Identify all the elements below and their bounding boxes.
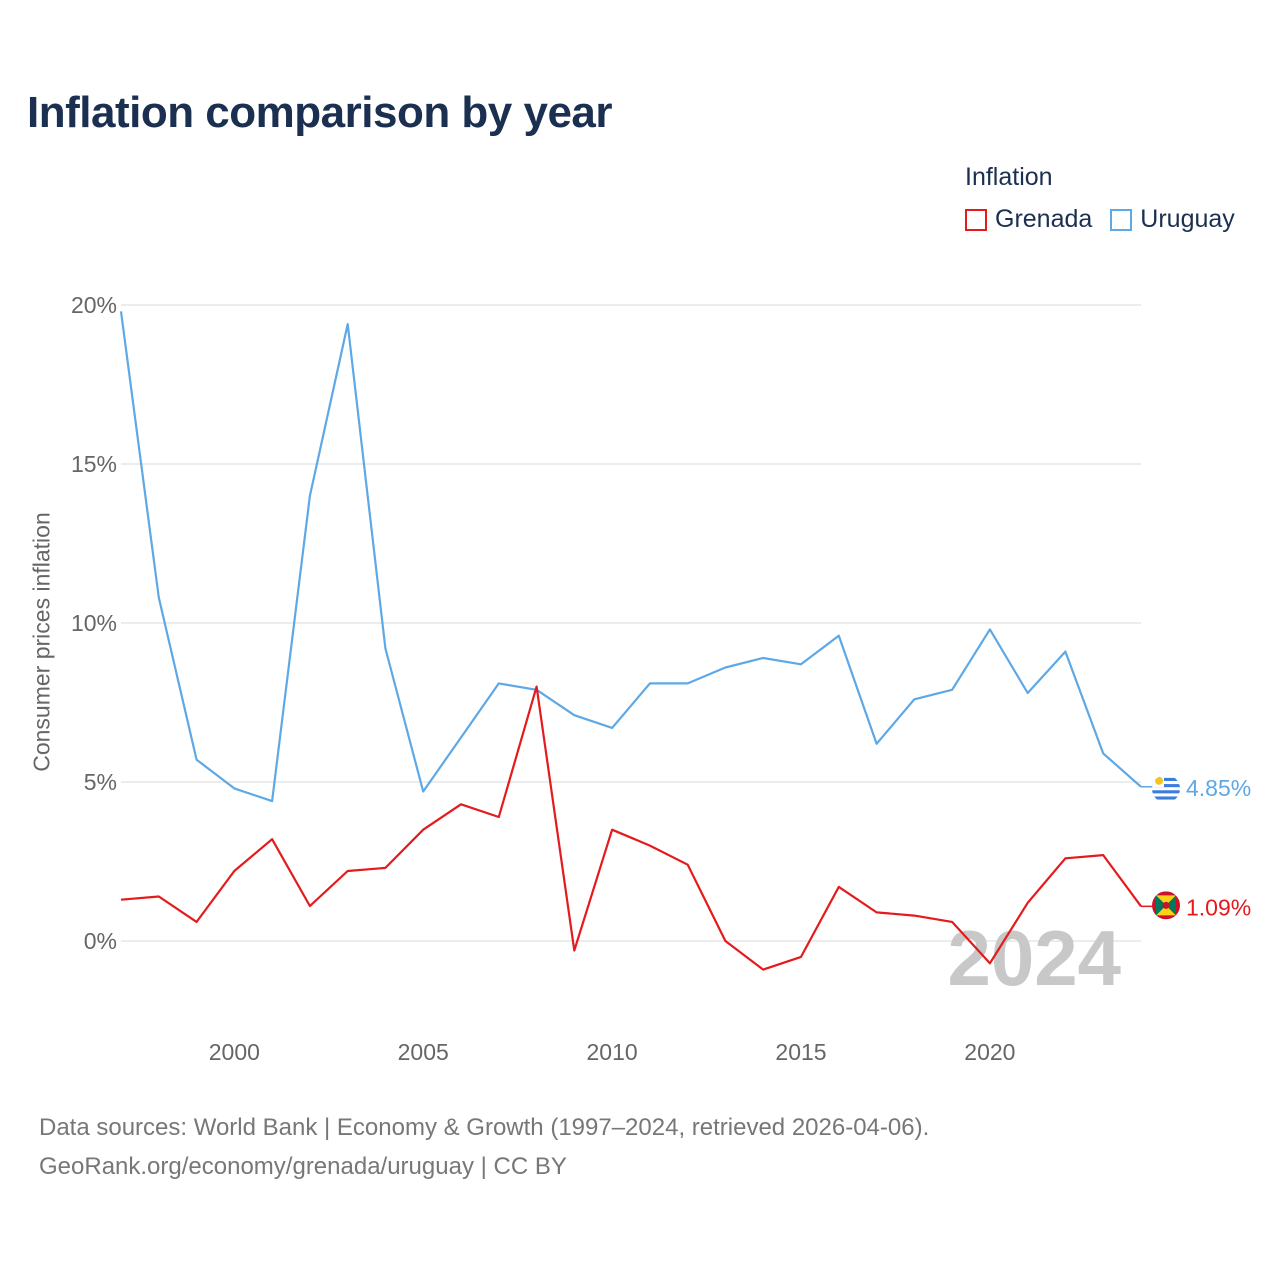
legend-item-uruguay[interactable]: Uruguay bbox=[1110, 205, 1235, 234]
end-value-label-grenada: 1.09% bbox=[1186, 894, 1251, 920]
legend-label-uruguay: Uruguay bbox=[1140, 205, 1235, 233]
y-tick-label: 5% bbox=[84, 769, 117, 795]
legend-label-grenada: Grenada bbox=[995, 205, 1093, 233]
x-tick-label: 2015 bbox=[775, 1039, 826, 1065]
year-watermark: 2024 bbox=[947, 914, 1121, 1002]
series-line-grenada bbox=[120, 685, 1142, 971]
x-tick-label: 2010 bbox=[587, 1039, 638, 1065]
y-tick-label: 20% bbox=[71, 292, 117, 318]
x-tick-label: 2000 bbox=[209, 1039, 260, 1065]
series-line-uruguay bbox=[119, 311, 1142, 803]
y-tick-label: 0% bbox=[84, 928, 117, 954]
footer-sources: Data sources: World Bank | Economy & Gro… bbox=[39, 1114, 930, 1141]
legend-item-grenada[interactable]: Grenada bbox=[965, 205, 1092, 234]
legend-swatch-grenada bbox=[965, 208, 987, 231]
uruguay-flag-icon bbox=[1152, 774, 1180, 803]
y-tick-label: 10% bbox=[71, 610, 117, 636]
legend-title: Inflation bbox=[965, 163, 1053, 191]
chart-title: Inflation comparison by year bbox=[27, 88, 613, 137]
footer: Data sources: World Bank | Economy & Gro… bbox=[39, 1108, 929, 1186]
x-tick-label: 2020 bbox=[964, 1039, 1015, 1065]
end-value-label-uruguay: 4.85% bbox=[1186, 775, 1251, 801]
y-tick-label: 15% bbox=[71, 451, 117, 477]
x-tick-label: 2005 bbox=[398, 1039, 449, 1065]
footer-link[interactable]: GeoRank.org/economy/grenada/uruguay | CC… bbox=[39, 1153, 567, 1180]
legend: Grenada Uruguay bbox=[965, 205, 1253, 234]
legend-swatch-uruguay bbox=[1110, 208, 1133, 231]
grenada-flag-icon bbox=[1152, 891, 1180, 920]
